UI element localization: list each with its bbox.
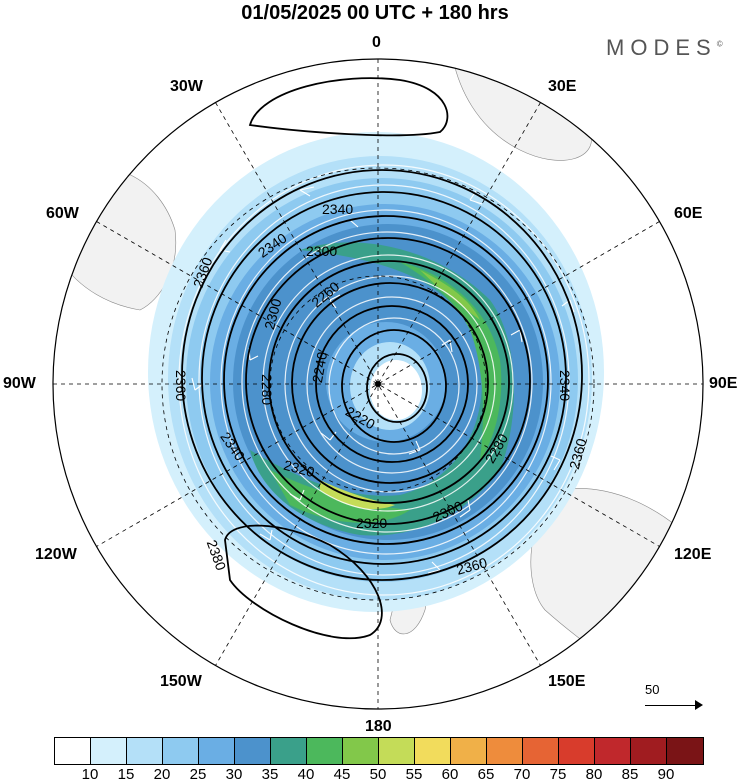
contour-2280	[268, 260, 510, 504]
colorbar-swatch	[451, 738, 487, 764]
colorbar-tick-label: 80	[585, 766, 603, 783]
colorbar-swatch	[415, 738, 451, 764]
colorbar-swatch	[199, 738, 235, 764]
contour-label: 2280	[259, 374, 275, 405]
colorbar-swatch	[55, 738, 91, 764]
contour-2260	[291, 282, 489, 484]
contour-2320	[223, 215, 549, 545]
contour-2300	[245, 237, 531, 525]
colorbar-tick-label: 25	[189, 766, 207, 783]
contour-2360	[181, 169, 583, 581]
lon-label-90e: 90E	[709, 375, 738, 392]
contour-2220	[341, 329, 447, 443]
colorbar-swatch	[631, 738, 667, 764]
colorbar-swatch	[127, 738, 163, 764]
colorbar-swatch	[343, 738, 379, 764]
contour-label: 2340	[557, 370, 573, 401]
contour-label: 2360	[173, 370, 189, 401]
contour-2380-north	[248, 77, 449, 137]
colorbar-tick-label: 70	[513, 766, 531, 783]
colorbar-tick-label: 40	[297, 766, 315, 783]
colorbar-swatch	[91, 738, 127, 764]
lon-label-60w: 60W	[46, 205, 79, 222]
colorbar-tick-label: 50	[369, 766, 387, 783]
lon-label-120e: 120E	[674, 546, 712, 563]
colorbar-swatch	[595, 738, 631, 764]
lon-label-180: 180	[365, 718, 392, 735]
reference-vector-arrow	[645, 705, 701, 706]
contour-label: 2300	[261, 297, 285, 331]
graticule	[53, 59, 703, 709]
contour-2200	[366, 353, 428, 423]
brand-logo: MODES©	[606, 35, 723, 60]
contour-label: 2360	[455, 554, 489, 578]
colorbar-tick-label: 75	[549, 766, 567, 783]
contour-2340	[201, 191, 567, 565]
colorbar-tick-label: 60	[441, 766, 459, 783]
colorbar-tick-label: 10	[81, 766, 99, 783]
contour-label: 2340	[322, 201, 353, 217]
map-title: 01/05/2025 00 UTC + 180 hrs	[241, 2, 509, 24]
colorbar-tick-label: 20	[153, 766, 171, 783]
colorbar-tick-label: 15	[117, 766, 135, 783]
lon-label-30e: 30E	[548, 78, 577, 95]
colorbar-swatch	[487, 738, 523, 764]
lon-label-60e: 60E	[674, 205, 703, 222]
colorbar-tick-label: 30	[225, 766, 243, 783]
lon-label-30w: 30W	[170, 78, 203, 95]
reference-vector-arrowhead	[695, 700, 703, 710]
colorbar-tick-label: 45	[333, 766, 351, 783]
lon-label-120w: 120W	[35, 546, 77, 563]
pole-marker	[375, 381, 381, 387]
lon-label-0: 0	[372, 34, 381, 51]
colorbar-tick-label: 55	[405, 766, 423, 783]
colorbar-swatch	[271, 738, 307, 764]
contour-2380-south	[224, 524, 383, 640]
contour-label: 2240	[309, 350, 330, 384]
contour-label: 2360	[566, 437, 590, 471]
colorbar-tick-label: 85	[621, 766, 639, 783]
colorbar-swatch	[235, 738, 271, 764]
lon-label-150w: 150W	[160, 673, 202, 690]
colorbar-swatch	[559, 738, 595, 764]
colorbar	[54, 737, 704, 765]
reference-vector-label: 50	[645, 682, 660, 697]
contour-label: 2300	[306, 243, 337, 259]
colorbar-swatch	[667, 738, 703, 764]
lon-label-90w: 90W	[3, 375, 36, 392]
colorbar-tick-label: 35	[261, 766, 279, 783]
contour-label: 2320	[282, 457, 316, 481]
contour-label: 2320	[356, 515, 387, 531]
colorbar-tick-label: 90	[657, 766, 675, 783]
height-contours	[181, 77, 583, 640]
contour-2240	[315, 305, 469, 463]
colorbar-tick-label: 65	[477, 766, 495, 783]
colorbar-swatch	[379, 738, 415, 764]
colorbar-swatch	[307, 738, 343, 764]
lon-label-150e: 150E	[548, 673, 586, 690]
colorbar-swatch	[523, 738, 559, 764]
colorbar-swatch	[163, 738, 199, 764]
